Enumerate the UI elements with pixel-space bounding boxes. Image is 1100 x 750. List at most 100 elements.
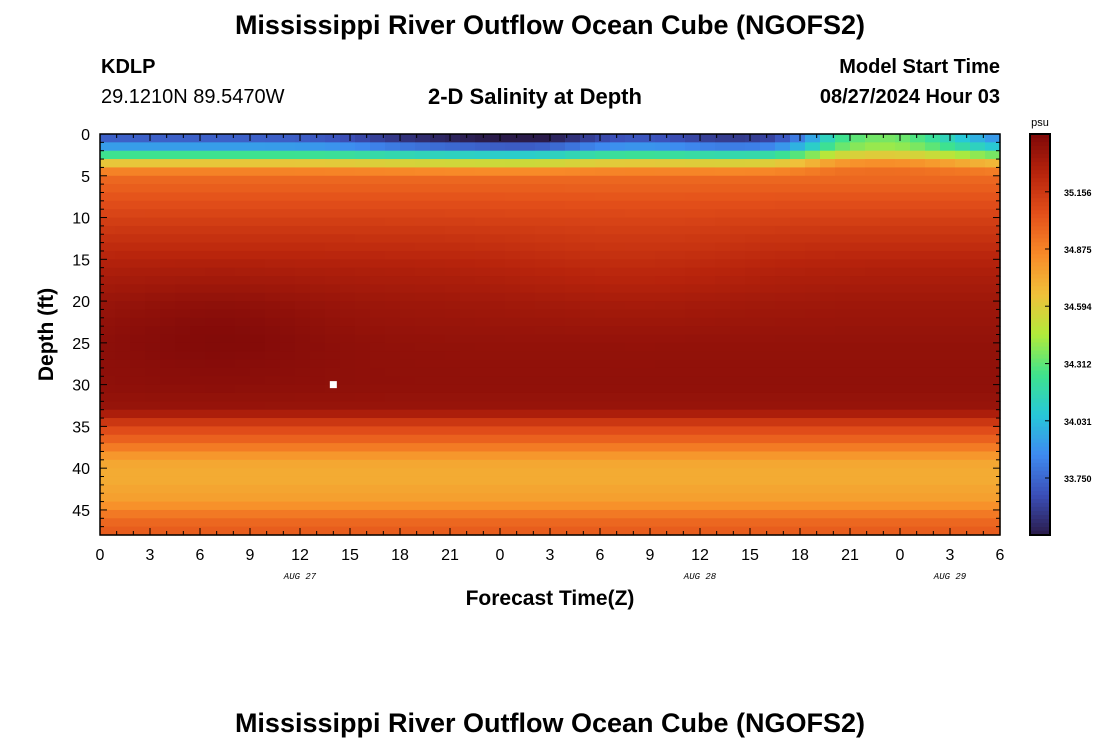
heatmap-cell: [775, 142, 791, 152]
heatmap-cell: [760, 342, 776, 352]
colorbar-segment: [1030, 418, 1050, 424]
heatmap-cell: [415, 526, 431, 536]
colorbar-segment: [1030, 438, 1050, 444]
colorbar-tick-label: 35.156: [1064, 188, 1092, 198]
heatmap-cell: [610, 250, 626, 260]
heatmap-cell: [865, 225, 881, 235]
heatmap-cell: [865, 276, 881, 285]
heatmap-cell: [400, 276, 416, 285]
heatmap-cell: [250, 309, 266, 319]
heatmap-cell: [295, 184, 311, 194]
heatmap-cell: [940, 518, 956, 528]
heatmap-cell: [925, 225, 941, 235]
heatmap-cell: [565, 367, 581, 377]
heatmap-cell: [610, 284, 626, 294]
heatmap-cell: [325, 225, 341, 235]
heatmap-cell: [310, 351, 326, 361]
heatmap-cell: [220, 142, 236, 152]
heatmap-cell: [625, 342, 641, 352]
heatmap-cell: [400, 309, 416, 319]
colorbar-unit: psu: [1031, 117, 1049, 129]
heatmap-cell: [445, 392, 461, 402]
heatmap-cell: [610, 518, 626, 528]
heatmap-cell: [475, 351, 491, 361]
heatmap-cell: [955, 175, 971, 185]
heatmap-cell: [685, 267, 701, 277]
heatmap-cell: [655, 259, 671, 269]
heatmap-cell: [745, 401, 761, 411]
heatmap-cell: [310, 284, 326, 294]
heatmap-cell: [505, 392, 521, 402]
heatmap-cell: [265, 376, 281, 386]
heatmap-cell: [595, 468, 611, 478]
heatmap-cell: [505, 359, 521, 369]
heatmap-cell: [565, 484, 581, 494]
heatmap-cell: [610, 301, 626, 311]
heatmap-cell: [760, 175, 776, 185]
heatmap-cell: [250, 493, 266, 503]
heatmap-cell: [655, 409, 671, 419]
heatmap-cell: [625, 284, 641, 294]
heatmap-cell: [190, 184, 206, 194]
heatmap-cell: [580, 426, 596, 436]
heatmap-cell: [640, 284, 656, 294]
heatmap-cell: [910, 259, 926, 269]
heatmap-cell: [490, 225, 506, 235]
heatmap-cell: [100, 351, 116, 361]
heatmap-cell: [385, 242, 401, 252]
heatmap-cell: [625, 526, 641, 536]
heatmap-cell: [835, 526, 851, 536]
heatmap-cell: [550, 526, 566, 536]
heatmap-cell: [970, 167, 986, 177]
heatmap-cell: [460, 434, 476, 444]
heatmap-cell: [475, 484, 491, 494]
heatmap-cell: [475, 242, 491, 252]
colorbar-segment: [1030, 134, 1050, 139]
heatmap-cell: [625, 476, 641, 486]
heatmap-cell: [295, 309, 311, 319]
heatmap-cell: [880, 342, 896, 352]
heatmap-cell: [535, 167, 551, 177]
heatmap-cell: [460, 276, 476, 285]
heatmap-cell: [175, 326, 191, 336]
heatmap-cell: [805, 184, 821, 194]
heatmap-cell: [745, 518, 761, 528]
heatmap-cell: [175, 426, 191, 436]
heatmap-cell: [445, 334, 461, 344]
heatmap-cell: [715, 484, 731, 494]
heatmap-cell: [670, 367, 686, 377]
heatmap-cell: [325, 250, 341, 260]
heatmap-cell: [490, 476, 506, 486]
heatmap-cell: [685, 234, 701, 244]
heatmap-cell: [670, 409, 686, 419]
heatmap-cell: [865, 384, 881, 394]
heatmap-cell: [985, 359, 1001, 369]
heatmap-cell: [580, 326, 596, 336]
heatmap-cell: [970, 376, 986, 386]
heatmap-cell: [250, 184, 266, 194]
heatmap-cell: [430, 359, 446, 369]
heatmap-cell: [625, 484, 641, 494]
heatmap-cell: [985, 317, 1001, 327]
heatmap-cell: [790, 217, 806, 227]
heatmap-cell: [550, 351, 566, 361]
heatmap-cell: [670, 184, 686, 194]
heatmap-cell: [310, 225, 326, 235]
heatmap-cell: [460, 192, 476, 202]
colorbar-segment: [1030, 254, 1050, 259]
heatmap-cell: [490, 484, 506, 494]
heatmap-cell: [580, 367, 596, 377]
heatmap-cell: [265, 384, 281, 394]
heatmap-cell: [685, 276, 701, 285]
heatmap-cell: [370, 292, 386, 302]
colorbar-segment: [1030, 358, 1050, 364]
heatmap-cell: [160, 509, 176, 519]
heatmap-cell: [670, 200, 686, 210]
heatmap-cell: [805, 276, 821, 285]
heatmap-cell: [850, 242, 866, 252]
heatmap-cell: [415, 392, 431, 402]
heatmap-cell: [910, 292, 926, 302]
heatmap-cell: [505, 217, 521, 227]
heatmap-cell: [685, 217, 701, 227]
